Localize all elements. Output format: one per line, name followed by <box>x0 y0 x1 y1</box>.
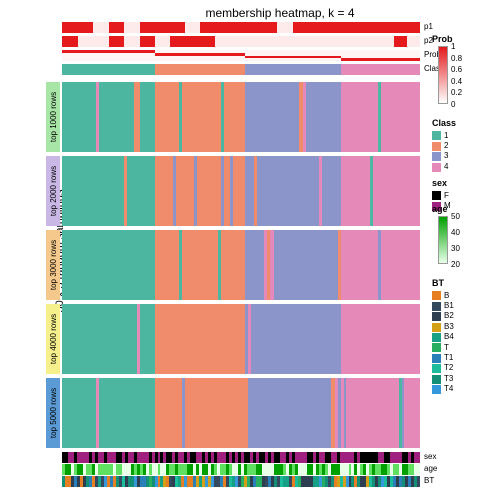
legend-item: B <box>432 291 454 301</box>
heatmap-panel <box>62 378 420 448</box>
legend-item: B3 <box>432 322 454 332</box>
legend-item: T <box>432 343 454 353</box>
legend-bt: BTBB1B2B3B4TT1T2T3T4 <box>432 278 454 395</box>
row-panel-label: top 5000 rows <box>47 378 59 448</box>
row-panel-label: top 2000 rows <box>47 156 59 226</box>
heatmap-panel <box>62 230 420 300</box>
row-panel-label: top 1000 rows <box>47 82 59 152</box>
chart-title: membership heatmap, k = 4 <box>160 6 400 20</box>
legend-class: Class1234 <box>432 118 456 172</box>
legend-item: T3 <box>432 374 454 384</box>
row-panel-label: top 4000 rows <box>47 304 59 374</box>
top-band-label: p1 <box>424 22 433 31</box>
top-band-p2 <box>62 36 420 47</box>
legend-title: Prob <box>432 34 453 46</box>
heatmap-panel <box>62 304 420 374</box>
legend-item: B4 <box>432 332 454 342</box>
annotation-row-sex <box>62 452 420 463</box>
legend-tick: 0 <box>451 100 455 109</box>
legend-item: T2 <box>432 363 454 373</box>
annotation-label: sex <box>424 452 436 461</box>
legend-item: 2 <box>432 141 456 151</box>
legend-tick: 0.2 <box>451 88 462 97</box>
legend-item: T1 <box>432 353 454 363</box>
heatmap-panel <box>62 156 420 226</box>
legend-tick: 20 <box>451 260 460 269</box>
legend-gradient <box>438 216 448 264</box>
legend-tick: 1 <box>451 42 455 51</box>
legend-title: age <box>432 204 448 216</box>
legend-tick: 0.8 <box>451 54 462 63</box>
row-panel-label: top 3000 rows <box>47 230 59 300</box>
legend-title: sex <box>432 178 451 190</box>
top-band-prob <box>62 50 420 61</box>
legend-tick: 30 <box>451 244 460 253</box>
legend-tick: 40 <box>451 228 460 237</box>
legend-tick: 0.6 <box>451 65 462 74</box>
legend-title: Class <box>432 118 456 130</box>
annotation-label: BT <box>424 476 434 485</box>
top-band-class <box>62 64 420 75</box>
legend-item: 4 <box>432 162 456 172</box>
legend-item: B2 <box>432 311 454 321</box>
annotation-label: age <box>424 464 437 473</box>
annotation-row-age <box>62 464 420 475</box>
legend-tick: 50 <box>451 212 460 221</box>
legend-gradient <box>438 46 448 104</box>
legend-item: B1 <box>432 301 454 311</box>
annotation-row-BT <box>62 476 420 487</box>
legend-item: 3 <box>432 151 456 161</box>
legend-item: T4 <box>432 384 454 394</box>
heatmap-panel <box>62 82 420 152</box>
legend-item: F <box>432 191 451 201</box>
legend-title: BT <box>432 278 454 290</box>
top-band-p1 <box>62 22 420 33</box>
legend-tick: 0.4 <box>451 77 462 86</box>
legend-item: 1 <box>432 131 456 141</box>
